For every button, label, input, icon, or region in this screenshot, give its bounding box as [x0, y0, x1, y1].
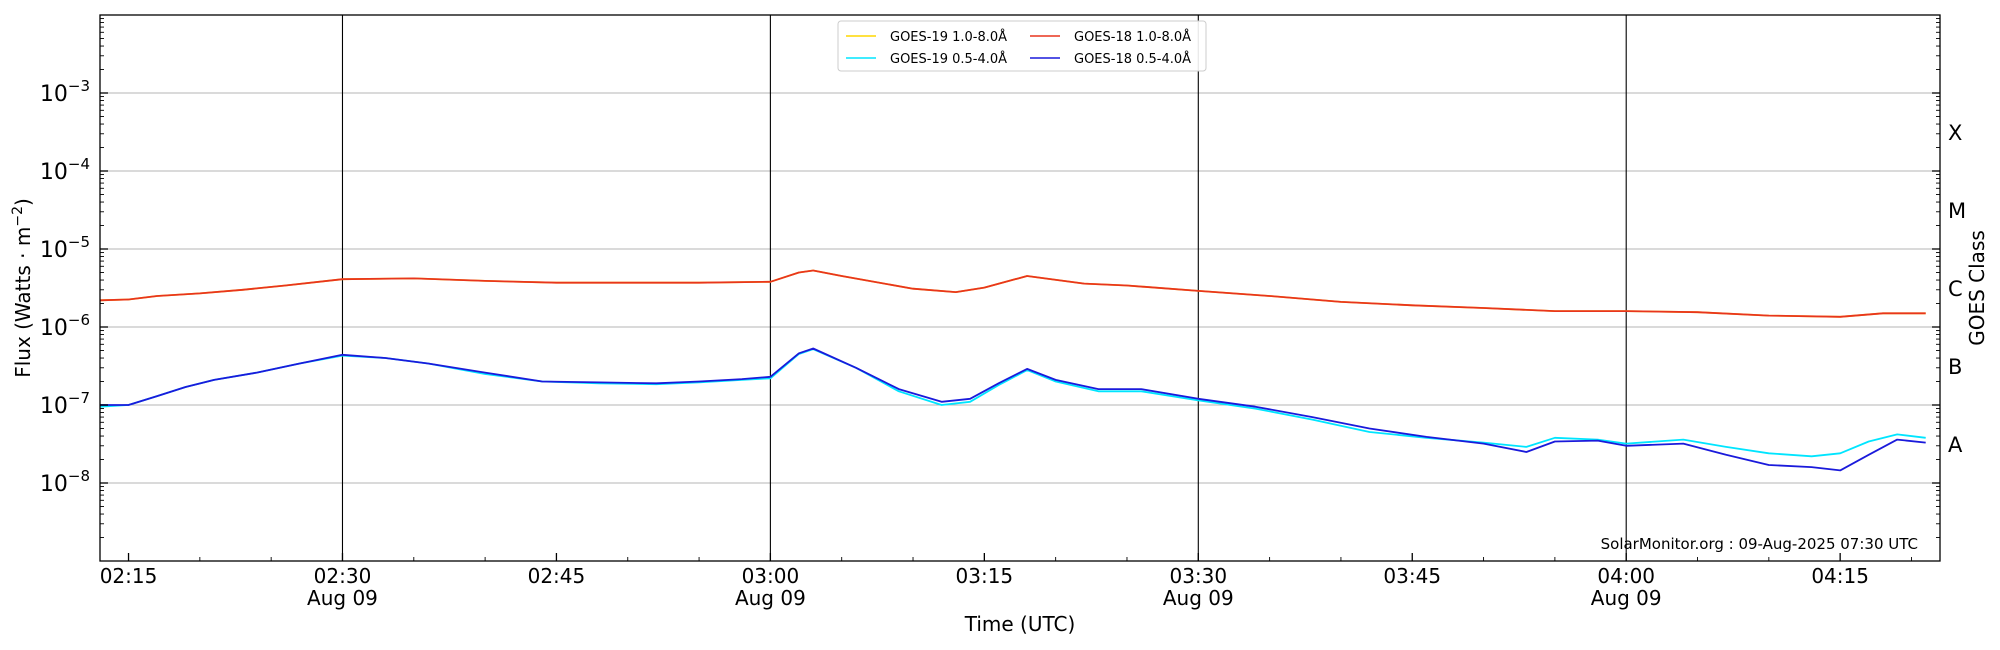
series-line-2 [99, 348, 1926, 458]
y-tick-label: 10−3 [40, 77, 90, 107]
x-tick-label: 03:45 [1383, 564, 1441, 588]
source-annotation: SolarMonitor.org : 09-Aug-2025 07:30 UTC [1601, 535, 1918, 553]
goes-class-axis-label: GOES Class [1965, 230, 1989, 346]
x-tick-label: 02:15 [100, 564, 158, 588]
y-tick-label: 10−8 [40, 467, 90, 497]
legend-label: GOES-19 0.5-4.0Å [890, 51, 1007, 67]
series-line-1 [99, 269, 1926, 318]
y-tick-mantissa: 10 [40, 394, 68, 419]
goes-class-label: M [1948, 199, 1966, 223]
x-tick-date-label: Aug 09 [307, 586, 378, 610]
y-tick-label: 10−5 [40, 233, 90, 263]
series-line-0 [99, 269, 1926, 318]
goes-class-label: A [1948, 433, 1963, 457]
time-marker-layer [341, 15, 1627, 561]
y-tick-exponent: −6 [68, 311, 90, 329]
y-axis-label-exponent: −2 [10, 206, 26, 227]
y-tick-mantissa: 10 [40, 238, 68, 263]
series-layer [99, 269, 1926, 472]
grid-layer [100, 92, 1940, 484]
y-tick-mantissa: 10 [40, 82, 68, 107]
y-tick-label: 10−6 [40, 311, 90, 341]
x-tick-date-label: Aug 09 [1591, 586, 1662, 610]
y-tick-label: 10−7 [40, 389, 90, 419]
y-tick-label: 10−4 [40, 155, 90, 185]
x-tick-label: 03:00 [742, 564, 800, 588]
x-tick-label: 04:00 [1597, 564, 1655, 588]
y-tick-mantissa: 10 [40, 160, 68, 185]
y-tick-exponent: −4 [68, 155, 90, 173]
plot-frame [99, 14, 1941, 562]
goes-class-label: C [1948, 277, 1963, 301]
x-tick-label: 02:30 [314, 564, 372, 588]
x-tick-label: 03:15 [956, 564, 1014, 588]
x-tick-date-label: Aug 09 [1163, 586, 1234, 610]
legend: GOES-19 1.0-8.0Å GOES-19 0.5-4.0Å GOES-18 … [837, 20, 1207, 72]
x-tick-date-label: Aug 09 [735, 586, 806, 610]
x-tick-label: 04:15 [1811, 564, 1869, 588]
y-axis: 10−810−710−610−510−410−3 [40, 18, 1940, 538]
goes-class-axis: A B C M X [1948, 121, 1966, 457]
legend-label: GOES-19 1.0-8.0Å [890, 29, 1007, 45]
y-tick-mantissa: 10 [40, 472, 68, 497]
y-axis-label-close: ) [11, 198, 35, 206]
y-tick-exponent: −8 [68, 467, 90, 485]
x-tick-label: 02:45 [528, 564, 586, 588]
series-line-3 [100, 347, 1926, 472]
y-axis-label-text: Flux (Watts · m [11, 227, 35, 378]
x-tick-label: 03:30 [1169, 564, 1227, 588]
y-tick-exponent: −3 [68, 77, 90, 95]
legend-label: GOES-18 1.0-8.0Å [1074, 29, 1191, 45]
legend-label: GOES-18 0.5-4.0Å [1074, 51, 1191, 67]
legend-box [837, 20, 1207, 72]
x-axis-label: Time (UTC) [964, 612, 1076, 636]
y-tick-mantissa: 10 [40, 316, 68, 341]
y-tick-exponent: −5 [68, 233, 90, 251]
goes-class-label: X [1948, 121, 1962, 145]
goes-class-label: B [1948, 355, 1962, 379]
y-axis-label: Flux (Watts · m−2) [10, 198, 35, 378]
y-tick-exponent: −7 [68, 389, 90, 407]
